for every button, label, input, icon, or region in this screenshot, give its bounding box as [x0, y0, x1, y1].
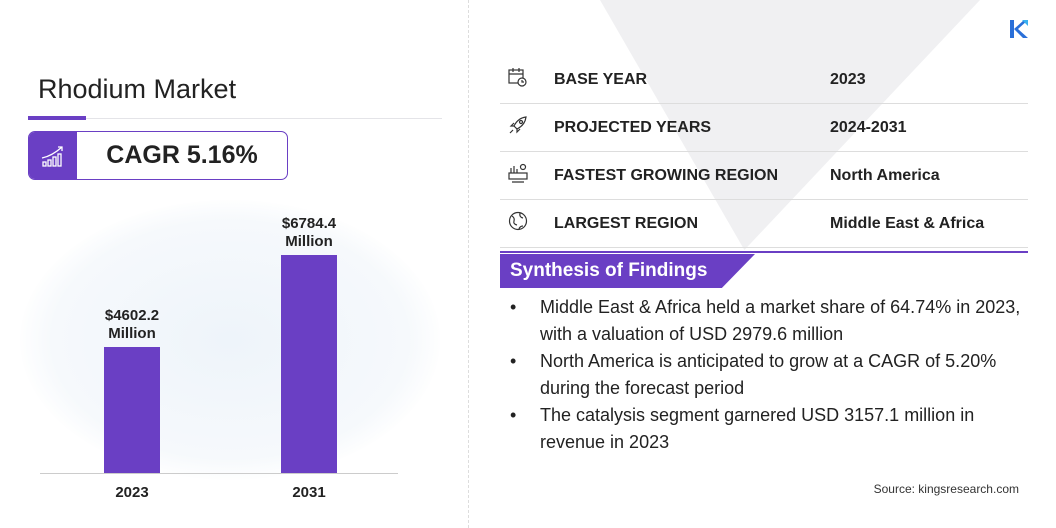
fact-value: 2023: [830, 70, 866, 88]
data-label-2031: $6784.4 Million: [259, 215, 359, 251]
fact-row-base-year: BASE YEAR 2023: [500, 56, 1028, 104]
fact-label: PROJECTED YEARS: [554, 118, 712, 136]
synthesis-heading: Synthesis of Findings: [500, 254, 755, 288]
rocket-icon: [500, 115, 554, 140]
finding-item: Middle East & Africa held a market share…: [508, 294, 1028, 348]
fact-value: North America: [830, 166, 940, 184]
x-axis: [40, 473, 398, 474]
title-accent: [28, 116, 86, 120]
data-label-unit: Million: [285, 232, 333, 250]
data-label-2023: $4602.2 Million: [82, 307, 182, 343]
data-label-value: $6784.4: [281, 214, 337, 232]
title-underline: [28, 118, 442, 119]
globe-background: [20, 200, 440, 480]
fact-row-fastest-growing: FASTEST GROWING REGION North America: [500, 152, 1028, 200]
bar-2023: [104, 346, 160, 473]
calendar-icon: [500, 67, 554, 92]
x-tick-2031: 2031: [292, 484, 326, 501]
page-title: Rhodium Market: [38, 74, 237, 104]
findings-list: Middle East & Africa held a market share…: [508, 294, 1028, 456]
finding-item: The catalysis segment garnered USD 3157.…: [508, 402, 1028, 456]
cagr-badge: CAGR 5.16%: [28, 131, 288, 180]
bar-2031: [281, 254, 337, 473]
data-label-value: $4602.2: [104, 306, 160, 324]
finding-item: North America is anticipated to grow at …: [508, 348, 1028, 402]
source-note: Source: kingsresearch.com: [873, 482, 1019, 496]
growth-region-icon: [500, 163, 554, 188]
globe-icon: [500, 211, 554, 236]
fact-value: Middle East & Africa: [830, 214, 985, 232]
fact-value: 2024-2031: [830, 118, 907, 136]
fact-label: BASE YEAR: [554, 70, 648, 88]
growth-chart-icon: [29, 132, 77, 179]
synthesis-rule: [500, 251, 1028, 253]
fact-label: FASTEST GROWING REGION: [554, 166, 779, 184]
data-label-unit: Million: [108, 324, 156, 342]
fact-label: LARGEST REGION: [554, 214, 699, 232]
cagr-value: CAGR 5.16%: [106, 141, 258, 169]
x-tick-2023: 2023: [115, 484, 149, 501]
fact-row-projected-years: PROJECTED YEARS 2024-2031: [500, 104, 1028, 152]
kings-research-logo: [1010, 20, 1028, 38]
divider: [468, 0, 469, 528]
fact-row-largest-region: LARGEST REGION Middle East & Africa: [500, 200, 1028, 248]
